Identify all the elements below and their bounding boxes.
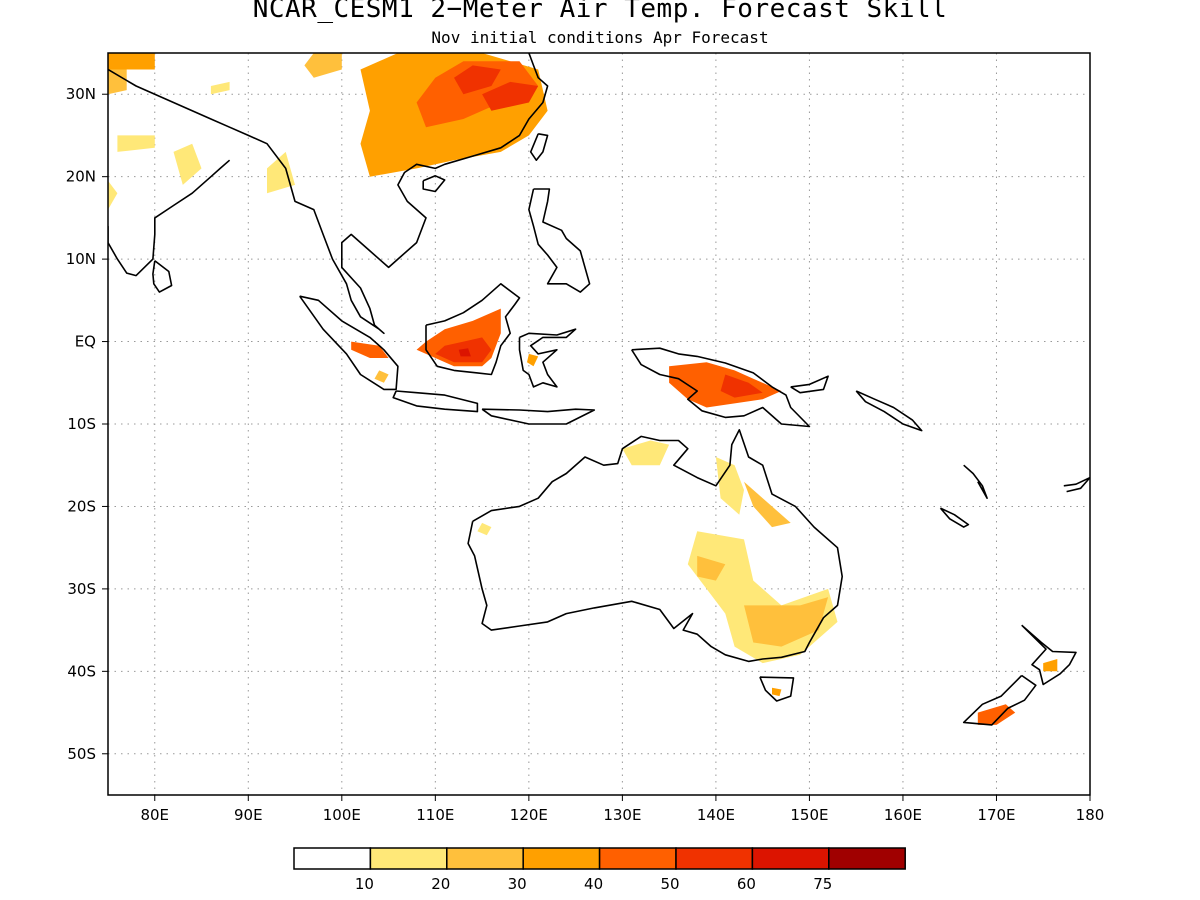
skill-region-new-guinea-core (720, 374, 763, 398)
colorbar-swatch (828, 847, 906, 870)
coastline-fiji (1063, 476, 1090, 493)
coastline-java (392, 390, 479, 413)
lon-tick-label: 180 (1076, 806, 1105, 824)
map-subtitle: Nov initial conditions Apr Forecast (431, 28, 769, 47)
skill-region-se-australia (744, 597, 829, 647)
coastline-vanuatu (963, 464, 988, 500)
lat-tick-label: 10N (66, 250, 96, 268)
coastline-solomons (855, 390, 923, 432)
skill-region-new-zealand-north (1043, 659, 1058, 672)
lon-tick-label: 170E (977, 806, 1015, 824)
coastline-bismarck (790, 375, 829, 394)
colorbar-swatch (293, 847, 372, 870)
skill-region-north-australia (622, 440, 670, 466)
skill-region-central-australia-2 (697, 555, 726, 581)
lon-tick-label: 150E (790, 806, 828, 824)
skill-region-tasmania (772, 687, 782, 697)
colorbar-swatch (446, 847, 524, 870)
lon-tick-label: 130E (603, 806, 641, 824)
lat-tick-label: 30N (66, 85, 96, 103)
lon-tick-label: 90E (234, 806, 263, 824)
lon-tick-label: 80E (140, 806, 169, 824)
colorbar-label: 10 (355, 875, 374, 893)
skill-region-india-2 (173, 143, 202, 185)
colorbar-swatch (522, 847, 601, 870)
coastline-lesser-sunda (481, 408, 596, 425)
coastline-new-guinea (631, 347, 811, 428)
coastline-sri-lanka (152, 260, 173, 293)
coastline-hainan (422, 175, 446, 193)
skill-region-sumatra (351, 341, 389, 358)
lat-tick-label: 20N (66, 168, 96, 186)
skill-region-sumatra-south (374, 370, 389, 383)
map-title: NCAR_CESM1 2−Meter Air Temp. Forecast Sk… (252, 0, 948, 24)
skill-region-wa-patch (477, 522, 492, 536)
axis-ticks: 80E 90E 100E 110E 120E 130E 140E 150E 160E 170E 18… (66, 85, 1105, 824)
skill-shading (108, 53, 1058, 725)
coastline-new-caledonia (939, 507, 970, 528)
skill-region-myanmar-1 (267, 151, 295, 194)
skill-region-sulawesi (527, 353, 539, 367)
graticule-grid (108, 53, 1090, 795)
map-frame (107, 52, 1091, 796)
lon-tick-label: 120E (510, 806, 548, 824)
lon-tick-label: 140E (697, 806, 735, 824)
skill-region-india-4 (210, 81, 230, 95)
skill-region-india-1 (117, 135, 155, 152)
colorbar-swatch (598, 847, 677, 870)
lat-tick-label: 40S (67, 662, 96, 680)
skill-region-india-3 (108, 180, 118, 210)
skill-region-east-china-peak (482, 81, 539, 111)
colorbar-swatch (751, 847, 830, 870)
colorbar-swatch (369, 847, 448, 870)
skill-region-cape-york (715, 457, 744, 515)
coastline-asia-mainland (108, 53, 549, 335)
lat-tick-label: 20S (67, 497, 96, 515)
coastline-borneo (425, 282, 521, 376)
skill-region-tibet-patch (304, 53, 342, 78)
coastline-taiwan (529, 133, 549, 161)
colorbar-swatch (675, 847, 754, 870)
colorbar-label: 20 (431, 875, 450, 893)
lat-tick-label: 30S (67, 580, 96, 598)
colorbar-label: 60 (737, 875, 756, 893)
coastline-philippines (528, 188, 591, 293)
coastlines (108, 53, 1090, 726)
coastline-tasmania (759, 676, 795, 702)
skill-region-southern-china-core (416, 61, 539, 128)
colorbar-label: 40 (584, 875, 603, 893)
skill-region-nw-corner (108, 53, 155, 70)
lon-tick-label: 100E (323, 806, 361, 824)
colorbar-label: 30 (508, 875, 527, 893)
lat-tick-label: EQ (75, 333, 96, 351)
colorbar-label: 75 (813, 875, 832, 893)
skill-region-southern-china-peak (454, 65, 501, 95)
coastline-nz-north (1021, 624, 1077, 686)
coastline-nz-south (962, 674, 1037, 726)
coastline-india-coast (108, 159, 231, 277)
lon-tick-label: 110E (416, 806, 454, 824)
skill-region-borneo-peak (458, 348, 471, 357)
lon-tick-label: 160E (884, 806, 922, 824)
coastline-australia (467, 428, 844, 663)
skill-region-queensland (744, 481, 791, 528)
skill-region-nw-corner-2 (108, 69, 127, 95)
colorbar-label: 50 (660, 875, 679, 893)
lat-tick-label: 50S (67, 745, 96, 763)
color-bar: 10 20 30 40 50 60 75 (293, 847, 906, 893)
lat-tick-label: 10S (67, 415, 96, 433)
coastline-sumatra (299, 295, 399, 391)
coastline-sulawesi (518, 328, 577, 388)
